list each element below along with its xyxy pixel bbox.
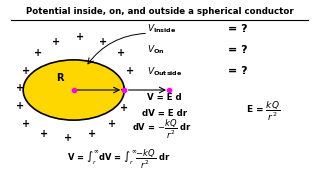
Text: +: + xyxy=(76,32,84,42)
Text: = ?: = ? xyxy=(228,24,248,34)
Text: +: + xyxy=(100,37,108,47)
Text: R: R xyxy=(57,73,64,84)
Text: +: + xyxy=(117,48,125,58)
Text: = ?: = ? xyxy=(228,45,248,55)
Text: $V_{\mathregular{Inside}}$: $V_{\mathregular{Inside}}$ xyxy=(147,23,176,35)
Text: +: + xyxy=(16,83,24,93)
Text: +: + xyxy=(52,37,60,47)
Text: +: + xyxy=(22,119,30,129)
Text: +: + xyxy=(120,103,128,113)
Text: $V_{\mathregular{On}}$: $V_{\mathregular{On}}$ xyxy=(147,44,164,56)
Text: +: + xyxy=(64,133,72,143)
Text: +: + xyxy=(34,48,42,58)
Text: = ?: = ? xyxy=(228,66,248,76)
Text: Potential inside, on, and outside a spherical conductor: Potential inside, on, and outside a sphe… xyxy=(26,7,294,16)
Text: V = $\int_{r}^{\infty}$dV = $\int_{r}^{\infty}\dfrac{-kQ}{r^2}$ dr: V = $\int_{r}^{\infty}$dV = $\int_{r}^{\… xyxy=(67,148,170,171)
Text: +: + xyxy=(108,119,116,129)
Text: +: + xyxy=(40,129,48,139)
Text: +: + xyxy=(126,66,134,75)
Text: $V_{\mathregular{Outside}}$: $V_{\mathregular{Outside}}$ xyxy=(147,65,182,78)
Text: V = E d: V = E d xyxy=(147,93,182,102)
Text: dV = E dr: dV = E dr xyxy=(142,109,187,118)
Text: E = $\dfrac{kQ}{r^2}$: E = $\dfrac{kQ}{r^2}$ xyxy=(245,100,280,123)
Circle shape xyxy=(23,60,124,120)
Text: +: + xyxy=(22,66,30,75)
Text: +: + xyxy=(16,101,24,111)
Text: dV = $-\dfrac{kQ}{r^2}$ dr: dV = $-\dfrac{kQ}{r^2}$ dr xyxy=(132,118,191,141)
Text: +: + xyxy=(87,129,96,139)
Text: +: + xyxy=(120,85,128,95)
